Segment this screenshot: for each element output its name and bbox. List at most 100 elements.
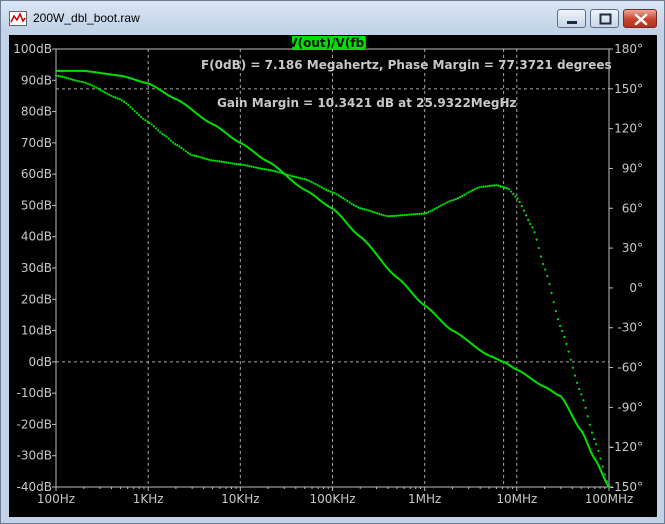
phase-trace-point	[314, 182, 317, 186]
phase-trace-point	[480, 185, 483, 189]
phase-trace-point	[239, 163, 243, 166]
phase-trace-point	[220, 160, 223, 163]
phase-trace-point	[310, 180, 313, 183]
phase-trace-point	[231, 162, 234, 165]
phase-trace-point	[269, 169, 272, 172]
phase-trace-point	[401, 214, 404, 217]
phase-trace-point	[125, 102, 128, 105]
plot-area[interactable]: 100Hz 1KHz 10KHz 100KHz 1MHz 10MHz 100MHz 100dB…	[9, 35, 657, 517]
phase-trace-point	[69, 78, 72, 81]
phase-trace-point	[86, 82, 89, 85]
phase-trace-point	[178, 145, 181, 148]
phase-trace-point	[373, 211, 377, 214]
phase-trace-point	[80, 80, 83, 83]
phase-trace-point	[503, 186, 506, 189]
phase-trace-point	[393, 214, 396, 217]
phase-trace-point	[550, 291, 553, 295]
phase-trace-point	[161, 132, 164, 136]
phase-trace-point	[465, 192, 468, 195]
phase-trace-point	[210, 159, 213, 162]
phase-trace-point	[318, 185, 321, 188]
phase-trace-point	[337, 194, 340, 197]
phase-trace-point	[322, 187, 326, 190]
phase-trace-point	[290, 174, 294, 178]
phase-trace-point	[365, 208, 368, 211]
phase-trace-point	[605, 480, 608, 483]
waveform-icon	[9, 11, 27, 26]
phase-trace-point	[327, 189, 330, 192]
phase-trace-point	[293, 175, 296, 178]
phase-trace-point	[399, 214, 402, 217]
phase-trace-point	[369, 210, 372, 213]
phase-trace-point	[499, 185, 502, 188]
phase-trace-point	[333, 192, 336, 195]
phase-trace-point	[82, 81, 85, 84]
phase-trace-point	[578, 388, 581, 391]
phase-trace-point	[139, 115, 143, 119]
phase-trace-point	[588, 423, 591, 426]
phase-trace-point	[501, 185, 504, 189]
phase-trace-point	[518, 200, 521, 204]
phase-trace-point	[203, 157, 206, 160]
phase-trace-point	[495, 184, 498, 187]
phase-trace-point	[382, 214, 385, 217]
y-right-tick-label: 90°	[622, 161, 643, 175]
bode-plot[interactable]: 100Hz 1KHz 10KHz 100KHz 1MHz 10MHz 100MHz 100dB…	[9, 35, 657, 517]
phase-trace-point	[182, 148, 185, 151]
title-bar[interactable]: 200W_dbl_boot.raw	[1, 1, 664, 37]
phase-trace-point	[493, 184, 496, 187]
phase-trace-point	[450, 199, 453, 202]
phase-trace-point	[414, 213, 417, 216]
y-left-tick-label: 80dB	[21, 105, 52, 119]
maximize-button[interactable]	[590, 9, 619, 28]
phase-trace-point	[312, 181, 315, 184]
close-button[interactable]	[623, 9, 657, 28]
phase-trace-point	[446, 201, 449, 204]
phase-trace-point	[248, 165, 251, 168]
phase-trace-point	[271, 169, 275, 172]
phase-trace-point	[339, 195, 343, 198]
phase-trace-point	[469, 190, 472, 193]
phase-trace-point	[131, 107, 134, 111]
phase-trace-point	[265, 168, 268, 171]
phase-trace-point	[348, 201, 351, 204]
phase-trace-point	[329, 190, 332, 193]
phase-trace-point	[561, 329, 564, 333]
phase-trace-point	[122, 100, 126, 103]
phase-trace-point	[301, 177, 304, 180]
phase-trace-point	[78, 80, 81, 83]
phase-trace-point	[259, 167, 262, 170]
phase-trace-point	[403, 213, 406, 217]
phase-trace-point	[99, 88, 102, 92]
y-left-tick-label: 0dB	[29, 355, 52, 369]
phase-trace-point	[544, 268, 547, 271]
phase-trace-point	[573, 374, 577, 377]
minimize-button[interactable]	[557, 9, 586, 28]
trace-title-background	[292, 36, 366, 50]
y-left-tick-label: 60dB	[21, 167, 52, 181]
phase-trace-point	[97, 87, 100, 90]
phase-trace-point	[316, 184, 319, 187]
phase-trace-point	[386, 215, 389, 218]
phase-trace-point	[137, 113, 141, 117]
phase-trace-point	[563, 335, 566, 339]
phase-trace-point	[195, 155, 198, 158]
phase-trace-point	[405, 213, 409, 216]
phase-trace-point	[437, 205, 440, 208]
phase-trace-point	[569, 358, 572, 361]
phase-trace-point	[214, 159, 217, 162]
phase-trace-point	[424, 212, 428, 215]
phase-trace-point	[116, 97, 119, 100]
phase-trace-point	[388, 215, 392, 218]
phase-trace-point	[435, 206, 438, 210]
phase-trace-point	[367, 209, 370, 212]
phase-trace-point	[524, 214, 528, 217]
phase-trace-point	[57, 74, 60, 78]
phase-trace-point	[171, 141, 175, 144]
phase-trace-point	[133, 110, 136, 113]
trace-title: V(out)/V(fb)	[288, 36, 369, 50]
x-tick-label: 100Hz	[37, 492, 75, 506]
phase-trace-point	[488, 184, 491, 187]
phase-trace-point	[235, 162, 238, 166]
phase-trace-point	[482, 185, 485, 188]
